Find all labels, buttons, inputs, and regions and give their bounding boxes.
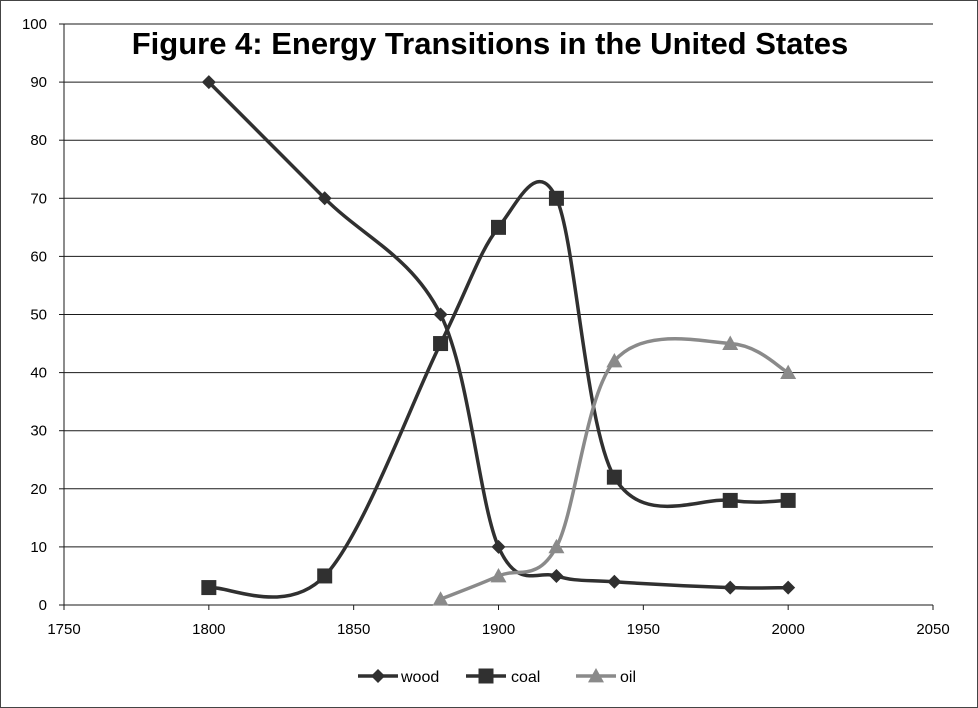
y-tick-label: 100 <box>22 16 47 33</box>
legend-label-coal: coal <box>511 669 540 686</box>
legend-marker-oil <box>588 668 604 683</box>
legend-item-wood: wood <box>358 669 439 686</box>
y-tick-label: 20 <box>30 481 47 498</box>
oil-point-1900 <box>490 567 507 583</box>
y-tick-label: 60 <box>30 248 47 265</box>
wood-point-1880 <box>433 307 448 322</box>
coal-point-1840 <box>317 568 333 584</box>
y-tick-label: 30 <box>30 423 47 440</box>
x-tick-label: 2000 <box>771 621 804 638</box>
legend-label-oil: oil <box>620 669 636 686</box>
wood-point-1900 <box>491 539 506 554</box>
x-tick-label: 1850 <box>337 621 370 638</box>
coal-point-1800 <box>201 580 217 596</box>
wood-line <box>207 80 789 590</box>
wood-point-1940 <box>607 574 622 589</box>
y-tick-label: 80 <box>30 132 47 149</box>
legend-marker-wood <box>371 669 385 683</box>
x-tick-label: 2050 <box>916 621 949 638</box>
wood-point-2000 <box>781 580 796 595</box>
coal-line <box>208 180 789 599</box>
x-tick-label: 1800 <box>192 621 225 638</box>
oil-point-2000 <box>780 364 797 379</box>
coal-point-1940 <box>606 469 622 485</box>
x-tick-label: 1950 <box>627 621 660 638</box>
x-tick-label: 1750 <box>47 621 80 638</box>
y-tick-label: 50 <box>30 307 47 324</box>
wood-point-1840 <box>317 191 332 206</box>
wood-point-1920 <box>549 568 564 583</box>
coal-point-1920 <box>548 190 564 206</box>
oil-point-1920 <box>548 538 565 554</box>
oil-line <box>439 337 790 601</box>
legend-item-oil: oil <box>576 668 636 686</box>
coal-point-2000 <box>780 492 796 508</box>
wood-point-1980 <box>723 580 738 595</box>
series <box>201 75 797 606</box>
series-oil <box>432 335 797 606</box>
gridlines <box>64 23 933 548</box>
y-tick-label: 10 <box>30 539 47 556</box>
axes: 0 10 20 30 40 50 60 70 80 90 100 1750 1800 1850 1900 19… <box>22 16 950 638</box>
coal-point-1880 <box>433 336 449 352</box>
y-tick-label: 0 <box>39 597 47 614</box>
oil-point-1940 <box>606 352 623 368</box>
legend: wood coal oil <box>358 668 636 686</box>
series-wood <box>201 75 796 595</box>
y-tick-label: 40 <box>30 365 47 382</box>
series-coal <box>201 180 796 599</box>
x-tick-label: 1900 <box>482 621 515 638</box>
wood-point-1800 <box>201 75 216 90</box>
coal-point-1980 <box>722 492 738 508</box>
legend-label-wood: wood <box>400 669 439 686</box>
coal-point-1900 <box>491 219 506 235</box>
chart-title: Figure 4: Energy Transitions in the Unit… <box>132 26 849 61</box>
oil-point-1980 <box>722 335 739 350</box>
legend-marker-coal <box>478 668 494 684</box>
y-tick-label: 90 <box>30 74 47 91</box>
oil-point-1880 <box>432 591 449 606</box>
legend-item-coal: coal <box>466 668 540 686</box>
y-tick-label: 70 <box>30 190 47 207</box>
